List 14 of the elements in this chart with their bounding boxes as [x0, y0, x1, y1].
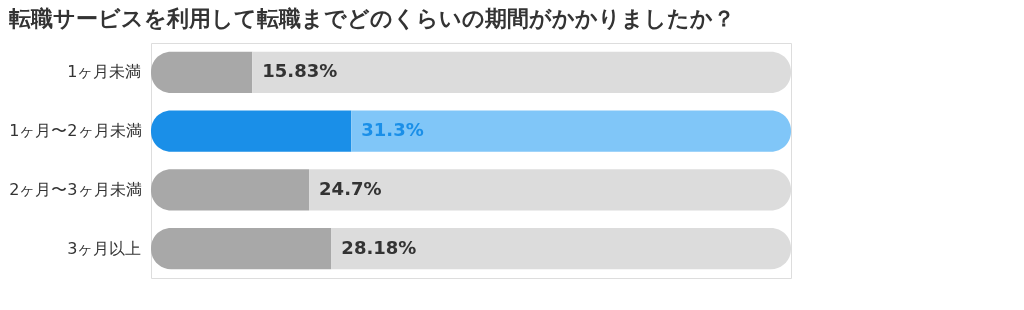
data-label: 24.7%: [319, 177, 382, 199]
y-tick-label: 1ヶ月〜2ヶ月未満: [9, 121, 142, 141]
data-label: 31.3%: [361, 119, 424, 141]
chart-title: 転職サービスを利用して転職までどのくらいの期間がかかりましたか？: [8, 6, 735, 31]
y-tick-label: 2ヶ月〜3ヶ月未満: [9, 179, 142, 199]
data-label: 15.83%: [262, 60, 338, 82]
y-tick-label: 1ヶ月未満: [67, 62, 142, 82]
bar: [151, 51, 253, 93]
y-tick-label: 3ヶ月以上: [67, 238, 142, 258]
bar: [151, 110, 352, 152]
bar: [151, 228, 332, 270]
data-label: 28.18%: [341, 236, 417, 258]
bar: [351, 110, 791, 152]
bar: [151, 169, 310, 211]
